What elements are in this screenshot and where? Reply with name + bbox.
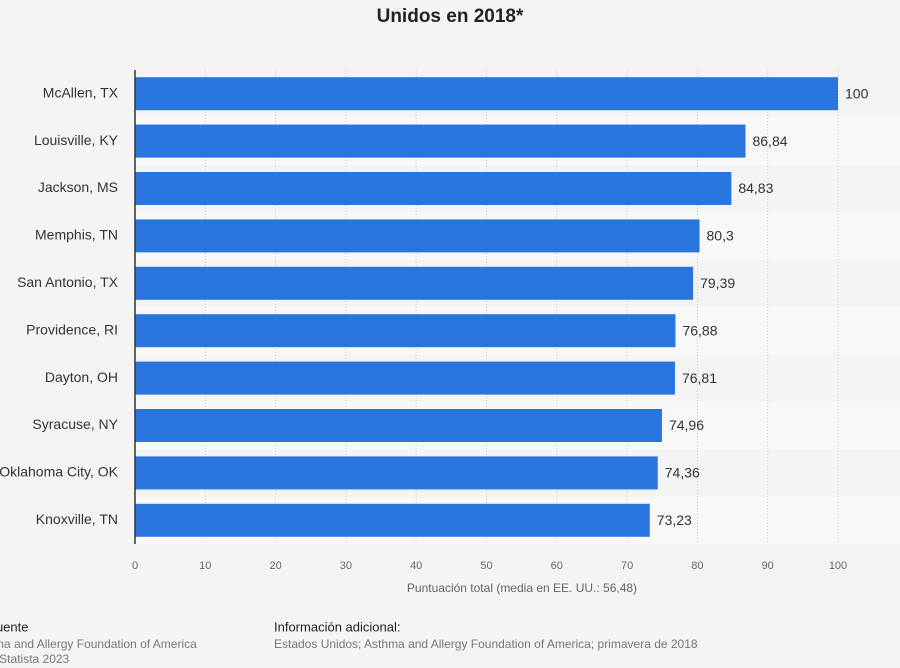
info-text: Estados Unidos; Asthma and Allergy Found…	[274, 637, 698, 651]
x-tick-label: 70	[621, 560, 633, 572]
data-label: 74,36	[665, 465, 700, 481]
bar	[135, 77, 838, 111]
bar	[135, 172, 732, 205]
y-tick-label: McAllen, TX	[43, 84, 119, 100]
source-title: Fuente	[0, 619, 28, 634]
x-tick-label: 10	[199, 560, 211, 572]
data-label: 86,84	[752, 133, 787, 149]
y-tick-label: San Antonio, TX	[17, 274, 119, 290]
bar	[135, 266, 694, 300]
y-tick-label: Syracuse, NY	[32, 416, 118, 432]
bar	[135, 503, 650, 537]
data-label: 73,23	[657, 512, 692, 528]
x-tick-label: 0	[132, 560, 138, 572]
bar	[135, 314, 676, 348]
x-tick-label: 50	[480, 560, 492, 572]
x-tick-label: 40	[410, 560, 422, 572]
x-tick-label: 30	[340, 560, 352, 572]
bar	[135, 456, 658, 490]
data-label: 100	[845, 85, 869, 101]
y-tick-label: Jackson, MS	[38, 179, 118, 195]
x-tick-label: 100	[829, 560, 847, 572]
data-label: 74,96	[669, 417, 704, 433]
bar	[135, 361, 675, 395]
source-line: Asthma and Allergy Foundation of America	[0, 637, 197, 651]
data-label: 84,83	[738, 180, 773, 196]
data-label: 80,3	[707, 228, 734, 244]
chart-title: Unidos en 2018*	[377, 6, 524, 27]
x-tick-label: 80	[691, 560, 703, 572]
bar	[135, 124, 746, 158]
source-line: © Statista 2023	[0, 652, 70, 666]
x-tick-label: 90	[762, 560, 774, 572]
info-title: Información adicional:	[274, 619, 400, 634]
data-label: 79,39	[700, 275, 735, 291]
y-tick-label: Knoxville, TN	[36, 511, 118, 527]
bar	[135, 219, 700, 253]
y-tick-label: Dayton, OH	[45, 369, 118, 385]
data-label: 76,88	[682, 322, 717, 338]
y-tick-label: Oklahoma City, OK	[0, 464, 119, 480]
data-label: 76,81	[682, 370, 717, 386]
bar	[135, 409, 662, 442]
y-tick-label: Louisville, KY	[34, 132, 119, 148]
y-tick-label: Providence, RI	[26, 321, 118, 337]
x-axis-label: Puntuación total (media en EE. UU.: 56,4…	[407, 581, 637, 595]
x-tick-label: 20	[269, 560, 281, 572]
x-tick-label: 60	[551, 560, 563, 572]
y-tick-label: Memphis, TN	[35, 227, 118, 243]
